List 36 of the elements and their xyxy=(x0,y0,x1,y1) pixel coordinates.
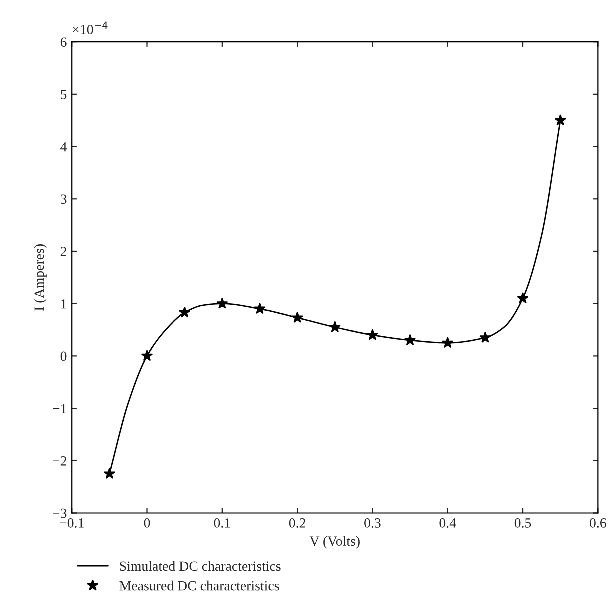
x-axis-title: V (Volts) xyxy=(310,536,360,549)
point xyxy=(216,298,228,309)
y-tick-label: 0 xyxy=(60,352,67,362)
y-tick-label: −1 xyxy=(53,404,66,414)
point xyxy=(517,292,529,304)
x-tick-label: 0.3 xyxy=(364,518,381,528)
point xyxy=(554,114,566,126)
y-tick-label: 3 xyxy=(60,194,67,204)
x-tick-label: 0.4 xyxy=(440,518,456,528)
point xyxy=(141,350,154,362)
x-tick-label: 0.1 xyxy=(214,518,230,528)
y-tick-label: 1 xyxy=(62,299,66,309)
legend-label: Measured DC characteristics xyxy=(120,580,280,591)
point xyxy=(104,468,116,480)
x-tick-label: −0.1 xyxy=(60,518,84,528)
y-axis-title: I (Amperes) xyxy=(34,244,47,311)
y-tick-label: 4 xyxy=(60,142,68,152)
y-tick-label: −2 xyxy=(53,456,66,466)
x-tick-label: 0.6 xyxy=(590,518,606,528)
point xyxy=(329,321,341,332)
point xyxy=(366,329,379,340)
x-tick-label: 0.2 xyxy=(289,518,306,528)
point xyxy=(254,302,266,314)
y-tick-label: 6 xyxy=(60,38,67,48)
x-tick-label: 0.5 xyxy=(514,518,532,528)
point xyxy=(442,336,454,348)
y-tick-label: 2 xyxy=(60,247,66,256)
point xyxy=(292,312,304,324)
y-tick-label: 5 xyxy=(61,90,67,100)
y-tick-label: −3 xyxy=(53,508,67,518)
point xyxy=(480,332,492,343)
legend-label: Simulated DC characteristics xyxy=(120,561,281,572)
x-tick-label: 0 xyxy=(144,518,150,528)
point xyxy=(178,306,191,318)
point xyxy=(404,334,416,346)
text: ×10$^{−4}$ xyxy=(73,22,108,34)
